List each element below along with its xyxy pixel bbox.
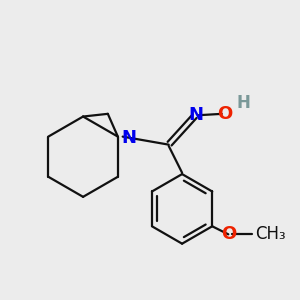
Text: O: O (217, 105, 232, 123)
Text: H: H (237, 94, 250, 112)
Text: O: O (221, 225, 236, 243)
Text: CH₃: CH₃ (255, 225, 286, 243)
Text: N: N (121, 129, 136, 147)
Text: N: N (188, 106, 203, 124)
